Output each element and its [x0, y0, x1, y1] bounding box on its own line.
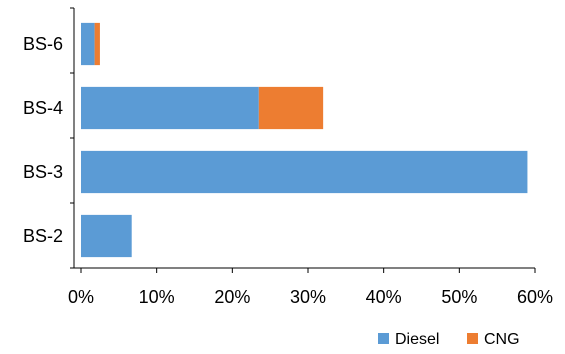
x-tick-label: 40% [366, 287, 402, 307]
legend-label-cng: CNG [484, 331, 520, 348]
legend: Diesel CNG [378, 331, 520, 348]
axes: BS-6 BS-4 BS-3 BS-2 0% 10% 20% 30% 40% 50% 60% [23, 7, 553, 307]
x-tick-label: 50% [441, 287, 477, 307]
x-tick-label: 60% [517, 287, 553, 307]
bar-cng-bs-4 [258, 86, 324, 130]
y-tick-label: BS-6 [23, 34, 63, 54]
bar-diesel-bs-4 [81, 86, 259, 130]
bar-diesel-bs-2 [81, 214, 132, 258]
bar-diesel-bs-3 [81, 150, 528, 194]
y-tick-label: BS-3 [23, 162, 63, 182]
y-tick-label: BS-4 [23, 98, 63, 118]
plot-area [81, 22, 528, 258]
legend-swatch-diesel [378, 333, 389, 344]
legend-label-diesel: Diesel [395, 331, 439, 348]
bar-diesel-bs-6 [81, 22, 95, 66]
x-tick-label: 20% [214, 287, 250, 307]
x-tick-label: 30% [290, 287, 326, 307]
legend-swatch-cng [467, 333, 478, 344]
y-tick-label: BS-2 [23, 226, 63, 246]
x-tick-label: 10% [139, 287, 175, 307]
bar-cng-bs-6 [94, 22, 100, 66]
x-tick-label: 0% [68, 287, 94, 307]
